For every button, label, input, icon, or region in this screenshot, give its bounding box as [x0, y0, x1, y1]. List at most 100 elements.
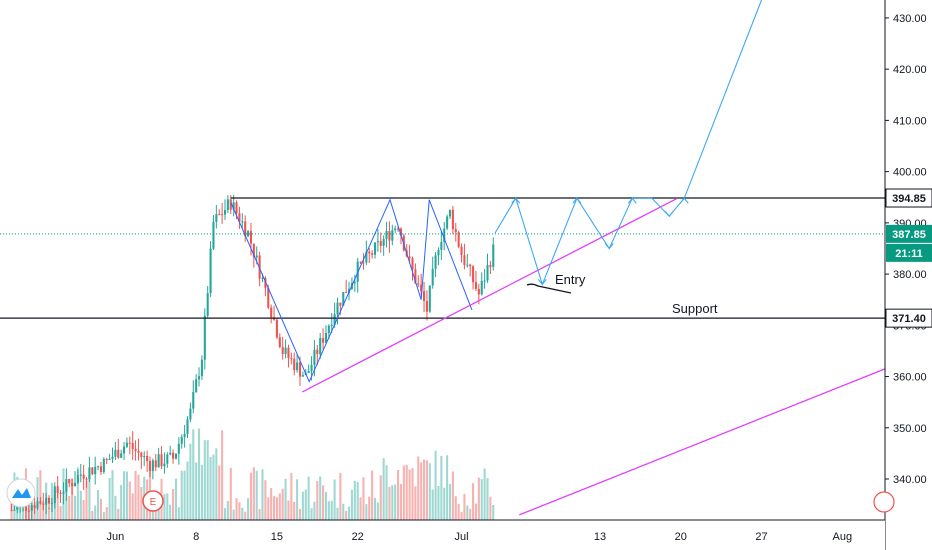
volume-bar [342, 503, 345, 520]
volume-bar [255, 470, 258, 520]
volume-bar [108, 477, 111, 520]
volume-bar [446, 455, 449, 520]
candle-body [200, 359, 203, 377]
volume-bar [443, 487, 446, 520]
volume-bar [180, 470, 183, 520]
volume-bar [394, 484, 397, 520]
candle-body [206, 293, 209, 316]
volume-bar [249, 472, 253, 520]
time-axis[interactable]: Jun 8 15 22 Jul 13 20 27 Aug [0, 519, 885, 550]
candle-body [394, 228, 397, 231]
candle-body [422, 291, 426, 302]
countdown-tag-box [886, 243, 932, 262]
candle-body [417, 283, 420, 285]
volume-bar [483, 468, 486, 520]
candle-body [232, 202, 235, 210]
volume-bar [336, 507, 339, 520]
volume-bar [440, 455, 443, 520]
volume-bar [298, 508, 302, 520]
earnings-badge[interactable]: E [142, 490, 164, 512]
volume-bar [134, 470, 137, 520]
candle-body [163, 463, 166, 467]
candle-body [333, 314, 336, 325]
candle-body [249, 231, 253, 244]
candle-body [339, 302, 342, 306]
volume-bar [252, 467, 255, 520]
volume-bar [195, 462, 198, 520]
y-tick-label: 340.00 [893, 474, 927, 486]
volume-bar [327, 501, 330, 520]
candle-body [160, 454, 163, 467]
y-tick-label: 400.00 [893, 167, 927, 179]
candle-body [177, 443, 180, 454]
candle-body [284, 347, 287, 355]
volume-bar [322, 485, 325, 520]
candle-body [474, 282, 478, 289]
candle-body [290, 357, 293, 359]
candle-body [24, 503, 28, 511]
volume-bar [492, 504, 495, 520]
volume-bar [359, 497, 362, 520]
candle-body [238, 213, 241, 222]
candle-body [212, 221, 215, 249]
candle-body [359, 261, 362, 263]
volume-bar [140, 487, 143, 520]
volume-bar [172, 489, 175, 520]
candle-body [82, 474, 85, 479]
y-tick-label: 430.00 [893, 13, 927, 25]
candle-body [154, 460, 157, 468]
candle-body [33, 505, 36, 509]
volume-bar [258, 509, 261, 520]
volume-bar [42, 501, 45, 520]
volume-bar [244, 511, 247, 520]
candle-body [235, 202, 238, 214]
candle-body [483, 280, 486, 282]
volume-bar [209, 456, 212, 520]
candle-body [451, 209, 454, 230]
candle-body [76, 475, 79, 483]
price-axis[interactable]: 430.00420.00410.00400.00390.00380.00370.… [884, 0, 932, 550]
volume-bar [405, 464, 408, 520]
candle-body [45, 497, 48, 505]
volume-bar [120, 484, 123, 520]
volume-bar [114, 495, 117, 520]
volume-bar [333, 479, 336, 520]
volume-bar [241, 507, 244, 520]
volume-bar [417, 456, 420, 520]
candle-body [385, 231, 388, 239]
candle-body [143, 456, 146, 458]
volume-bar [434, 450, 437, 520]
candle-body [293, 358, 296, 371]
volume-bar [151, 504, 154, 520]
tradingview-logo[interactable] [6, 478, 36, 508]
candle-body [97, 466, 100, 468]
candle-body [79, 474, 82, 476]
candle-body [125, 442, 128, 447]
volume-bar [431, 489, 434, 520]
volume-bar [382, 458, 385, 520]
candle-body [183, 433, 186, 438]
dividend-badge-icon[interactable] [873, 491, 895, 513]
volume-bar [91, 511, 94, 520]
candle-body [298, 362, 302, 377]
x-tick-label: 20 [675, 531, 687, 543]
candle-body [85, 478, 88, 480]
volume-bar [319, 476, 322, 520]
volume-bar [221, 430, 224, 520]
volume-bar [247, 498, 250, 520]
volume-bar [218, 465, 221, 520]
volume-bar [463, 493, 466, 520]
y-tick-label: 420.00 [893, 64, 927, 76]
volume-bar [316, 480, 319, 520]
volume-bar [281, 488, 284, 520]
time-axis-background [0, 520, 885, 550]
projected-path [494, 0, 763, 286]
candle-body [319, 338, 322, 355]
volume-bar [105, 507, 108, 520]
volume-bar [79, 490, 82, 520]
entry-pointer [526, 283, 572, 294]
volume-bar [448, 484, 452, 520]
candle-body [128, 442, 131, 444]
volume-bar [137, 474, 140, 520]
